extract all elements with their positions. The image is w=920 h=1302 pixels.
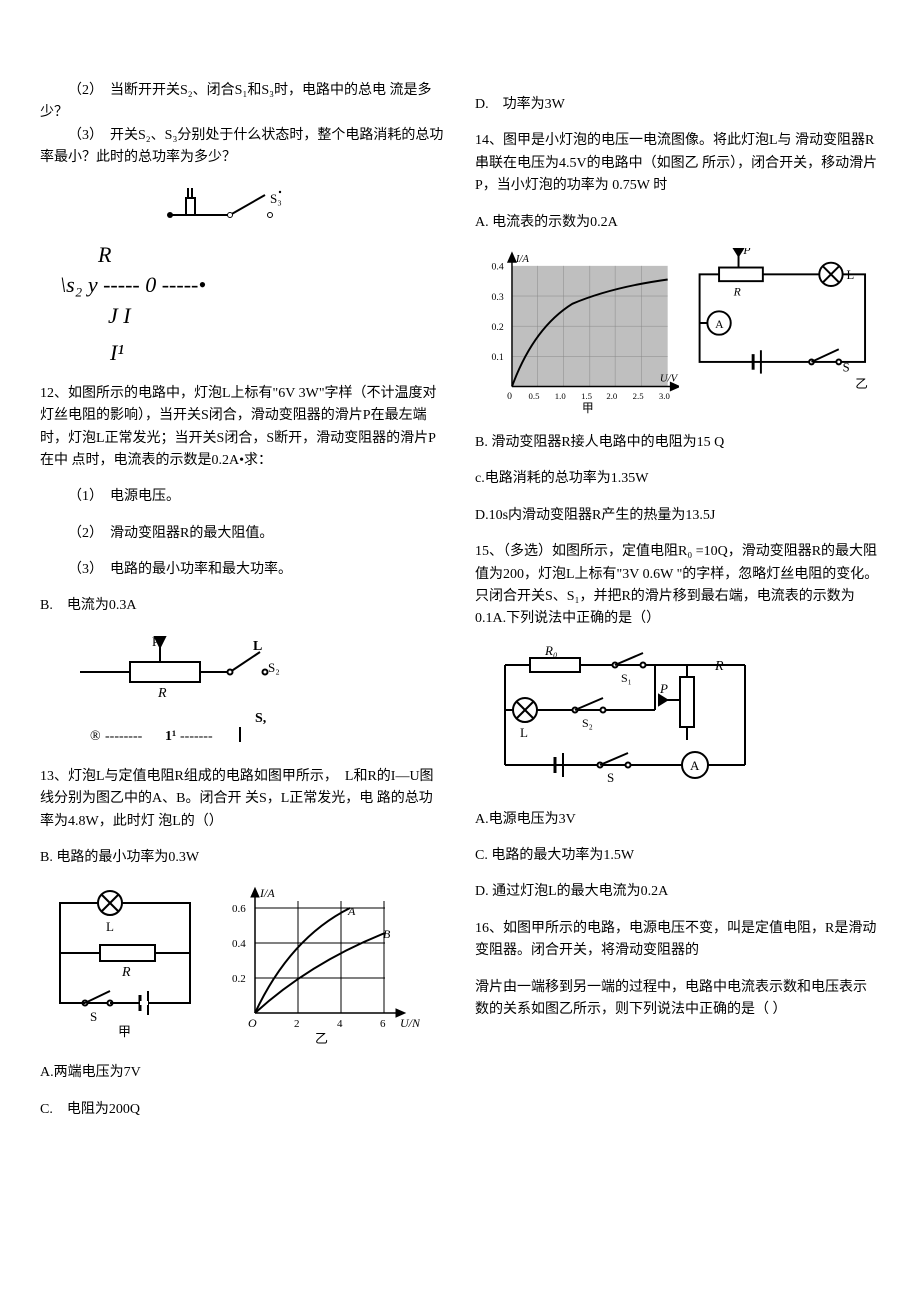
chart14-ylabel: I/A (515, 253, 530, 265)
chart13-yt0: 0.2 (232, 973, 246, 985)
q15-a-opt: A.电源电压为3V (475, 809, 880, 831)
circuit14-p: P (743, 248, 751, 257)
circuit14-diagram: P R L A S 乙 (685, 248, 880, 398)
circuit15-r: R (714, 659, 724, 674)
circuit-switch-diagram: S₃ (130, 170, 310, 230)
q13-d: D. 功率为3W (475, 94, 880, 116)
q13-c-opt: C. 电阻为200Q (40, 1099, 445, 1121)
circuit12-p-label: P (152, 634, 159, 649)
q13-b: B. 电路的最小功率为0.3W (40, 847, 445, 869)
q11-part3: （3） 开关S₂、S₃分别处于什么状态时，整个电路消耗的总功率最小？此时的总功率… (40, 125, 445, 170)
q13-a-opt: A.两端电压为7V (40, 1062, 445, 1084)
chart13-yt2: 0.6 (232, 903, 246, 915)
chart13-yt1: 0.4 (232, 938, 246, 950)
circuit13-diagram: L R S 甲 (40, 883, 210, 1043)
q15-c-opt: C. 电路的最大功率为1.5W (475, 845, 880, 867)
svg-text:S₃: S₃ (270, 191, 282, 206)
circuit15-s: S (607, 770, 614, 785)
formula-r: R (98, 240, 445, 271)
chart14-xt3: 2.0 (606, 391, 618, 401)
chart13-a: A (347, 904, 356, 918)
formula-block: R \s₂ y ----- 0 -----• J I I¹ (60, 240, 445, 369)
q14-a: A. 电流表的示数为0.2A (475, 212, 880, 234)
q12-2: （2） 滑动变阻器R的最大阻值。 (40, 523, 445, 545)
chart14-xt4: 2.5 (633, 391, 645, 401)
circuit12-s-label: S, (255, 711, 266, 726)
chart14-yt0: 0.1 (492, 352, 504, 363)
chart13-caption: 乙 (315, 1031, 328, 1046)
circuit15-s1: S₁ (621, 671, 632, 685)
q16-intro: 16、如图甲所示的电路，电源电压不变，叫是定值电阻，R是滑动变阻器。闭合开关，将… (475, 918, 880, 963)
chart14-yt3: 0.4 (492, 262, 504, 273)
circuit15-l: L (520, 725, 528, 740)
chart14-xt0: 0.5 (529, 391, 541, 401)
chart14-xt2: 1.5 (581, 391, 593, 401)
circuit13-l: L (106, 919, 114, 934)
q13-intro: 13、灯泡L与定值电阻R组成的电路如图甲所示， L和R的I—U图线分别为图乙中的… (40, 766, 445, 833)
circuit14-a: A (716, 318, 725, 331)
formula-i1: I¹ (110, 338, 445, 369)
circuit14-r: R (733, 286, 741, 299)
svg-text:-------: ------- (180, 729, 213, 744)
chart14-yt1: 0.2 (492, 322, 504, 333)
circuit15-diagram: R₀ S₁ R P S₂ L S A (485, 645, 765, 795)
q16-cont: 滑片由一端移到另一端的过程中，电路中电流表示数和电压表示数的关系如图乙所示，则下… (475, 977, 880, 1022)
chart13-xlabel: U/N (400, 1016, 420, 1030)
q11-part2: （2） 当断开开关S₂、闭合S₁和S₃时，电路中的总电 流是多少？ (40, 80, 445, 125)
circuit15-r0: R₀ (544, 645, 557, 658)
q14-b: B. 滑动变阻器R接人电路中的电阻为15 Q (475, 432, 880, 454)
circuit15-p: P (659, 681, 668, 696)
chart14-xt1: 1.0 (555, 391, 567, 401)
q14-c: c.电路消耗的总功率为1.35W (475, 468, 880, 490)
q12-3: （3） 电路的最小功率和最大功率。 (40, 559, 445, 581)
circuit12-circle-r: ® (90, 729, 101, 744)
circuit15-a: A (690, 758, 700, 773)
circuit12-s2-label: S₂ (268, 660, 280, 675)
q15-intro: 15、（多选）如图所示，定值电阻R₀ =10Q，滑动变阻器R的最大阻值为200，… (475, 541, 880, 631)
circuit13-caption: 甲 (118, 1024, 131, 1039)
chart13-xt2: 6 (380, 1018, 386, 1030)
chart14-graph: I/A 0.1 0.2 0.3 0.4 0 0.5 1.0 1.5 2.0 2.… (475, 248, 679, 418)
chart13-graph: I/A 0.2 0.4 0.6 O 2 4 6 U/N A B 乙 (220, 883, 420, 1048)
q12-intro: 12、如图所示的电路中，灯泡L上标有"6V 3W"字样（不计温度对灯丝电阻的影响… (40, 383, 445, 473)
circuit12-r-label: R (157, 686, 167, 701)
chart14-xt5: 3.0 (659, 391, 671, 401)
chart13-origin: O (248, 1016, 257, 1030)
formula-line: \s₂ y ----- 0 -----• (60, 270, 445, 301)
q14-d: D.10s内滑动变阻器R产生的热量为13.5J (475, 505, 880, 527)
circuit14-l: L (847, 268, 855, 282)
q15-d-opt: D. 通过灯泡L的最大电流为0.2A (475, 881, 880, 903)
q12-1: （1） 电源电压。 (40, 486, 445, 508)
chart13-b: B (383, 927, 391, 941)
q12-b: B. 电流为0.3A (40, 595, 445, 617)
chart14-xlabel: U/V (660, 373, 679, 385)
circuit14-s: S (843, 361, 850, 375)
chart14-caption: 甲 (582, 402, 594, 415)
formula-ji: J I (108, 301, 445, 332)
chart13-ylabel: I/A (259, 886, 275, 900)
circuit12-l-label: L (253, 639, 262, 654)
circuit13-s: S (90, 1009, 97, 1024)
circuit12-diagram: P L S₂ R S, ® -------- 1¹ ------- (70, 632, 330, 752)
chart13-xt1: 4 (337, 1018, 343, 1030)
q14-intro: 14、图甲是小灯泡的电压一电流图像。将此灯泡L与 滑动变阻器R串联在电压为4.5… (475, 130, 880, 197)
chart13-xt0: 2 (294, 1018, 300, 1030)
circuit13-r: R (121, 965, 131, 980)
chart14-yt2: 0.3 (492, 292, 504, 303)
circuit14-caption: 乙 (856, 377, 869, 391)
svg-text:0: 0 (507, 391, 512, 402)
circuit15-s2: S₂ (582, 716, 593, 730)
svg-text:--------: -------- (105, 729, 143, 744)
circuit12-one: 1¹ (165, 729, 176, 744)
